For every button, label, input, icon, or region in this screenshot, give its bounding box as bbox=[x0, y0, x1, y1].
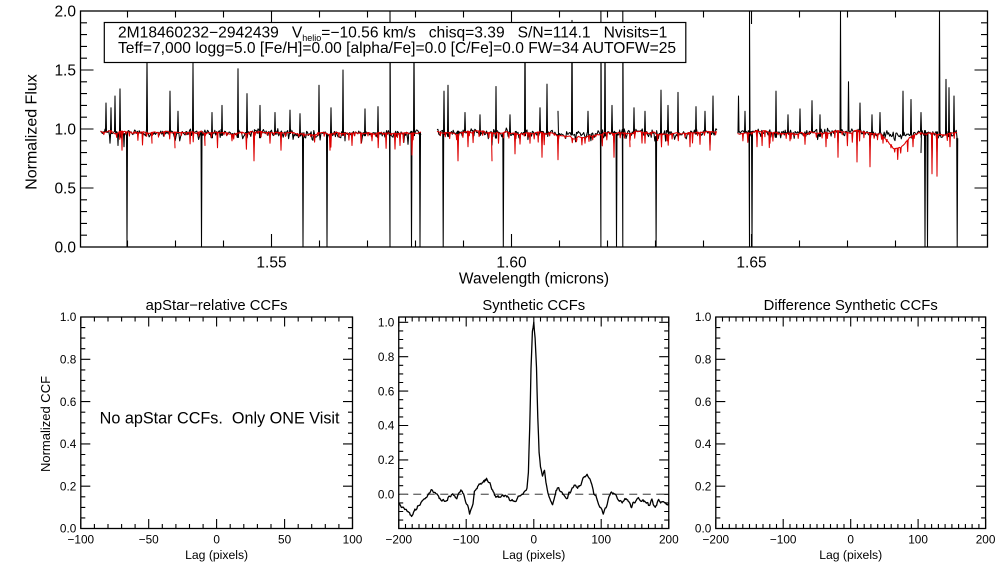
svg-text:−50: −50 bbox=[139, 533, 159, 547]
svg-text:1.5: 1.5 bbox=[54, 63, 76, 80]
svg-text:0.5: 0.5 bbox=[54, 181, 76, 198]
svg-text:Wavelength (microns): Wavelength (microns) bbox=[459, 271, 609, 288]
svg-text:1.55: 1.55 bbox=[256, 255, 286, 272]
svg-text:0: 0 bbox=[531, 533, 538, 547]
svg-text:0.0: 0.0 bbox=[695, 522, 712, 536]
svg-text:0.4: 0.4 bbox=[60, 437, 77, 451]
svg-text:200: 200 bbox=[976, 533, 996, 547]
svg-text:−200: −200 bbox=[703, 533, 730, 547]
svg-text:apStar−relative CCFs: apStar−relative CCFs bbox=[146, 298, 288, 314]
svg-text:0: 0 bbox=[847, 533, 854, 547]
svg-text:1.65: 1.65 bbox=[736, 255, 766, 272]
svg-text:100: 100 bbox=[591, 533, 611, 547]
svg-text:2.0: 2.0 bbox=[54, 4, 76, 21]
svg-text:0.2: 0.2 bbox=[695, 479, 711, 493]
svg-text:0.6: 0.6 bbox=[378, 384, 395, 398]
svg-text:Normalized CCF: Normalized CCF bbox=[38, 376, 53, 472]
svg-text:100: 100 bbox=[908, 533, 928, 547]
svg-text:Teff=7,000 logg=5.0 [Fe/H]=0.0: Teff=7,000 logg=5.0 [Fe/H]=0.00 [alpha/F… bbox=[118, 40, 676, 57]
svg-text:Lag (pixels): Lag (pixels) bbox=[185, 548, 248, 562]
svg-text:1.60: 1.60 bbox=[496, 255, 527, 272]
svg-text:0.0: 0.0 bbox=[378, 488, 395, 502]
svg-text:2M18460232−2942439 Vhelio=−1: 2M18460232−2942439 Vhelio=−10.56 km/s ch… bbox=[118, 25, 667, 43]
svg-text:0.0: 0.0 bbox=[60, 522, 77, 536]
svg-text:Lag (pixels): Lag (pixels) bbox=[502, 548, 565, 562]
svg-text:Lag (pixels): Lag (pixels) bbox=[819, 548, 882, 562]
svg-text:0.6: 0.6 bbox=[695, 395, 712, 409]
svg-text:200: 200 bbox=[659, 533, 679, 547]
svg-text:1.0: 1.0 bbox=[695, 310, 712, 324]
svg-text:Difference Synthetic CCFs: Difference Synthetic CCFs bbox=[764, 298, 938, 314]
svg-text:0: 0 bbox=[213, 533, 220, 547]
svg-text:Normalized Flux: Normalized Flux bbox=[24, 74, 41, 190]
svg-text:−200: −200 bbox=[386, 533, 413, 547]
svg-text:50: 50 bbox=[278, 533, 292, 547]
svg-text:−100: −100 bbox=[68, 533, 95, 547]
svg-text:−100: −100 bbox=[770, 533, 797, 547]
svg-text:−100: −100 bbox=[453, 533, 480, 547]
svg-text:1.0: 1.0 bbox=[54, 122, 76, 139]
svg-text:0.8: 0.8 bbox=[695, 353, 712, 367]
svg-text:0.4: 0.4 bbox=[378, 419, 395, 433]
svg-text:0.4: 0.4 bbox=[695, 437, 712, 451]
svg-text:0.2: 0.2 bbox=[60, 479, 76, 493]
svg-text:100: 100 bbox=[343, 533, 363, 547]
svg-text:0.8: 0.8 bbox=[60, 353, 77, 367]
svg-text:0.8: 0.8 bbox=[378, 350, 395, 364]
svg-text:0.6: 0.6 bbox=[60, 395, 77, 409]
svg-text:1.0: 1.0 bbox=[378, 316, 395, 330]
svg-text:No apStar CCFs. Only ONE Visi: No apStar CCFs. Only ONE Visit bbox=[100, 410, 340, 428]
svg-text:0.0: 0.0 bbox=[54, 240, 76, 257]
svg-text:Synthetic CCFs: Synthetic CCFs bbox=[482, 298, 585, 314]
svg-text:1.0: 1.0 bbox=[60, 310, 77, 324]
svg-text:0.2: 0.2 bbox=[378, 453, 394, 467]
